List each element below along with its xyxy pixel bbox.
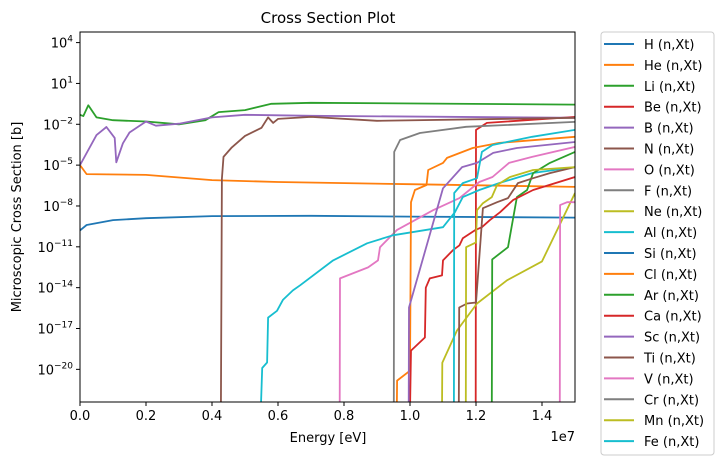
y-tick-label: 10−11: [37, 239, 73, 256]
series-line-o: [338, 146, 575, 402]
y-tick-label: 10−14: [37, 280, 73, 297]
x-tick-label: 1.4: [532, 409, 553, 424]
series-line-b: [80, 113, 575, 166]
y-axis-label: Microscopic Cross Section [b]: [10, 122, 25, 313]
legend-item: Fe (n,Xt): [604, 435, 699, 450]
series-line-fe: [453, 129, 575, 402]
y-tick-label: 104: [51, 35, 74, 52]
legend-item: Ca (n,Xt): [604, 310, 702, 325]
legend-item: F (n,Xt): [604, 184, 692, 199]
legend-label: Be (n,Xt): [644, 101, 702, 116]
series-line-n: [220, 116, 575, 402]
series-line-al: [260, 166, 575, 402]
legend-label: He (n,Xt): [644, 59, 702, 74]
x-tick-label: 1.2: [466, 409, 487, 424]
legend-label: B (n,Xt): [644, 122, 694, 137]
x-tick-label: 0.2: [136, 409, 157, 424]
y-tick-label: 10−5: [43, 157, 73, 174]
legend-item: B (n,Xt): [604, 122, 694, 137]
legend-item: Al (n,Xt): [604, 226, 697, 241]
legend-item: Ar (n,Xt): [604, 289, 699, 304]
series-line-mn: [464, 166, 575, 402]
y-tick-label: 101: [51, 75, 73, 92]
legend-item: Li (n,Xt): [604, 80, 696, 95]
y-tick-label: 10−8: [43, 198, 73, 215]
legend-label: Sc (n,Xt): [644, 331, 700, 346]
legend-item: Ne (n,Xt): [604, 205, 702, 220]
y-tick-label: 10−2: [43, 116, 73, 133]
series-line-f: [392, 121, 575, 402]
x-axis: 0.0 0.2 0.4 0.6 0.8 1.0 1.2 1.4: [70, 402, 553, 424]
legend: H (n,Xt) He (n,Xt) Li (n,Xt) Be (n,Xt) B (n,…: [604, 38, 704, 450]
legend-item: Be (n,Xt): [604, 101, 702, 116]
legend-item: Mn (n,Xt): [604, 414, 704, 429]
legend-label: Cl (n,Xt): [644, 268, 697, 283]
series-line-ca: [409, 176, 575, 402]
legend-label: Fe (n,Xt): [644, 435, 699, 450]
series-line-ti: [457, 166, 575, 402]
legend-box: [600, 31, 715, 456]
legend-item: Si (n,Xt): [604, 247, 697, 262]
series-line-he: [80, 164, 575, 188]
legend-label: Ti (n,Xt): [643, 352, 696, 367]
series-line-cl: [395, 135, 575, 402]
legend-label: Li (n,Xt): [644, 80, 696, 95]
legend-item: Ti (n,Xt): [604, 352, 696, 367]
y-axis: 104 101 10−2 10−5 10−8 10−11 10−14 10−17 10−20: [37, 35, 80, 378]
series-layer: [80, 101, 575, 402]
legend-label: N (n,Xt): [644, 143, 694, 158]
legend-item: V (n,Xt): [604, 372, 694, 387]
legend-label: Ne (n,Xt): [644, 205, 702, 220]
x-tick-label: 0.6: [268, 409, 289, 424]
legend-item: O (n,Xt): [604, 163, 695, 178]
legend-label: Cr (n,Xt): [644, 393, 699, 408]
legend-label: O (n,Xt): [644, 163, 695, 178]
legend-item: Sc (n,Xt): [604, 331, 700, 346]
x-tick-label: 1.0: [400, 409, 421, 424]
series-line-ne: [441, 192, 575, 402]
series-line-ar: [490, 151, 575, 402]
series-line-h: [80, 214, 575, 232]
y-tick-label: 10−20: [37, 361, 73, 378]
x-tick-label: 0.8: [334, 409, 355, 424]
legend-item: He (n,Xt): [604, 59, 702, 74]
legend-label: Ar (n,Xt): [644, 289, 699, 304]
legend-label: V (n,Xt): [644, 372, 694, 387]
legend-label: F (n,Xt): [644, 184, 692, 199]
series-line-sc: [407, 141, 575, 402]
legend-item: H (n,Xt): [604, 38, 694, 53]
legend-item: Cr (n,Xt): [604, 393, 699, 408]
x-offset-label: 1e7: [550, 430, 575, 445]
legend-label: Si (n,Xt): [644, 247, 697, 262]
chart-title: Cross Section Plot: [261, 9, 396, 27]
x-tick-label: 0.4: [202, 409, 223, 424]
legend-item: Cl (n,Xt): [604, 268, 697, 283]
x-tick-label: 0.0: [70, 409, 91, 424]
series-line-v: [558, 201, 575, 402]
legend-label: H (n,Xt): [644, 38, 694, 53]
legend-label: Al (n,Xt): [644, 226, 697, 241]
legend-label: Mn (n,Xt): [644, 414, 704, 429]
legend-item: N (n,Xt): [604, 143, 694, 158]
legend-label: Ca (n,Xt): [644, 310, 702, 325]
plot-frame: [79, 31, 576, 403]
x-axis-label: Energy [eV]: [290, 431, 367, 446]
y-tick-label: 10−17: [37, 321, 73, 338]
